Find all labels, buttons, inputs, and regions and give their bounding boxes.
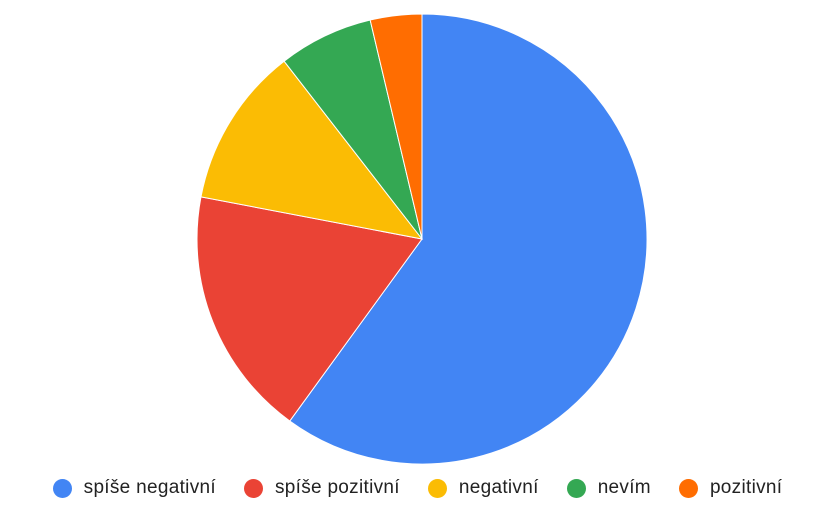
- pie-slice-1[interactable]: [289, 13, 648, 465]
- pie-slice-2[interactable]: [196, 196, 423, 422]
- legend: spíše negativní spíše pozitivní negativní n…: [0, 473, 835, 503]
- pie-slice-5[interactable]: [369, 13, 423, 240]
- legend-swatch-icon: [427, 478, 447, 498]
- legend-swatch-icon: [243, 478, 263, 498]
- pie-slice-3[interactable]: [200, 60, 424, 240]
- legend-swatch-icon: [52, 478, 72, 498]
- legend-label: negativní: [458, 477, 539, 498]
- legend-item-2[interactable]: spíše pozitivní: [243, 477, 400, 499]
- legend-item-3[interactable]: negativní: [427, 477, 539, 499]
- legend-label: pozitivní: [709, 477, 783, 498]
- legend-label: nevím: [597, 477, 651, 498]
- legend-swatch-icon: [566, 478, 586, 498]
- legend-item-1[interactable]: spíše negativní: [52, 477, 216, 499]
- legend-label: spíše pozitivní: [274, 477, 400, 498]
- legend-label: spíše negativní: [83, 477, 216, 498]
- legend-item-5[interactable]: pozitivní: [678, 477, 783, 499]
- legend-swatch-icon: [678, 478, 698, 498]
- legend-item-4[interactable]: nevím: [566, 477, 651, 499]
- pie-plot-area: [196, 13, 648, 465]
